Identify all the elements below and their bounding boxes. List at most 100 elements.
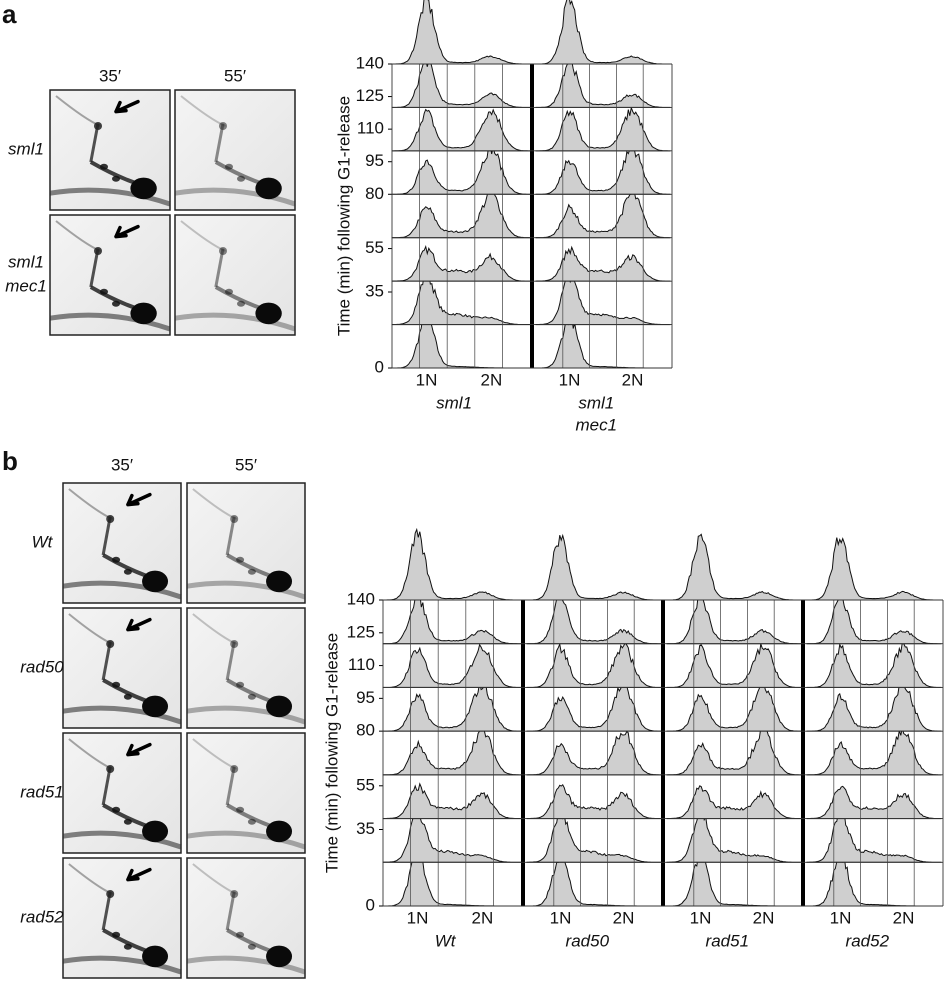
histogram — [806, 641, 942, 688]
histogram — [391, 0, 531, 65]
histogram — [382, 782, 522, 820]
histogram — [382, 682, 522, 732]
gel-spot — [112, 175, 120, 182]
gel-arc — [101, 641, 112, 681]
group-label: rad50 — [566, 931, 610, 950]
arrow — [126, 492, 152, 507]
gel-spot — [94, 247, 102, 255]
gel-spot — [237, 300, 245, 307]
x-label: 2N — [471, 908, 493, 927]
row-label: rad51 — [20, 782, 63, 801]
gel-spot — [230, 890, 239, 898]
gel-arc — [101, 766, 112, 806]
y-tick-label: 55 — [356, 775, 375, 794]
column-label: 55′ — [224, 66, 246, 85]
gel-arc — [225, 891, 236, 931]
histogram — [666, 643, 802, 688]
gel-blob — [255, 177, 282, 200]
gel-spot — [112, 806, 121, 813]
y-tick-label: 95 — [356, 688, 375, 707]
panel-label: b — [2, 446, 18, 476]
row-label: rad50 — [20, 657, 64, 676]
column-label: 35′ — [111, 455, 133, 474]
gel-arc — [186, 830, 306, 850]
gel-image — [62, 482, 182, 604]
gel-image — [186, 857, 306, 979]
arrow — [126, 742, 152, 757]
gel-arc — [62, 580, 182, 600]
gel-spot — [247, 943, 256, 950]
gel-spot — [230, 640, 239, 648]
histogram — [391, 244, 531, 282]
y-tick-label: 80 — [365, 184, 384, 203]
gel-arc — [214, 248, 225, 288]
gel-image — [62, 732, 182, 854]
x-label: 1N — [559, 370, 581, 389]
gel-image — [186, 732, 306, 854]
x-label: 2N — [613, 908, 635, 927]
row-label: sml1 — [8, 252, 44, 271]
histogram — [535, 245, 671, 282]
gel-blob — [142, 945, 169, 968]
y-tick-label: 140 — [356, 53, 384, 72]
gel-arc — [62, 830, 182, 850]
gel-spot — [225, 288, 233, 295]
row-label: mec1 — [5, 276, 47, 295]
gel-spot — [247, 693, 256, 700]
gel-arc — [49, 187, 171, 207]
gel-spot — [94, 122, 102, 130]
x-label: 1N — [690, 908, 712, 927]
histogram — [382, 591, 522, 645]
gel-blob — [142, 695, 169, 718]
group-label: mec1 — [576, 415, 618, 434]
histogram — [526, 533, 662, 601]
y-tick-label: 0 — [375, 357, 384, 376]
gel-spot — [247, 568, 256, 575]
histogram — [382, 725, 522, 776]
gel-arc — [101, 891, 112, 931]
histogram — [666, 785, 802, 820]
gel-image — [62, 857, 182, 979]
arrow — [114, 224, 140, 239]
gel-spot — [123, 818, 132, 825]
gel-arc — [225, 641, 236, 681]
gel-arc — [186, 580, 306, 600]
histogram — [535, 272, 671, 326]
gel-image — [49, 214, 171, 336]
y-tick-label: 55 — [365, 238, 384, 257]
gel-arc — [174, 187, 296, 207]
gel-spot — [112, 300, 120, 307]
histogram — [526, 730, 662, 776]
gel-arc — [62, 705, 182, 725]
gel-arc — [186, 705, 306, 725]
group-label: sml1 — [578, 393, 614, 412]
histogram — [391, 58, 531, 108]
arrow — [114, 99, 140, 114]
gel-spot — [123, 943, 132, 950]
y-tick-label: 110 — [357, 119, 384, 138]
gel-spot — [236, 931, 245, 938]
gel-arc — [89, 248, 100, 288]
gel-spot — [100, 288, 108, 295]
x-label: 2N — [480, 370, 502, 389]
gel-blob — [266, 570, 293, 593]
y-tick-label: 80 — [356, 721, 375, 740]
histogram — [806, 785, 942, 820]
arrow — [126, 617, 152, 632]
histogram — [535, 148, 671, 195]
group-label: Wt — [435, 931, 457, 950]
gel-image — [174, 89, 296, 211]
histogram — [535, 59, 671, 108]
gel-arc — [225, 516, 236, 556]
gel-arc — [186, 955, 306, 975]
gel-spot — [236, 681, 245, 688]
group-label: rad51 — [706, 931, 749, 950]
y-tick-label: 95 — [365, 151, 384, 170]
row-label: rad52 — [20, 907, 64, 926]
y-tick-label: 140 — [347, 589, 375, 608]
gel-image — [174, 214, 296, 336]
y-tick-label: 125 — [356, 86, 384, 105]
gel-spot — [225, 163, 233, 170]
gel-image — [62, 607, 182, 729]
